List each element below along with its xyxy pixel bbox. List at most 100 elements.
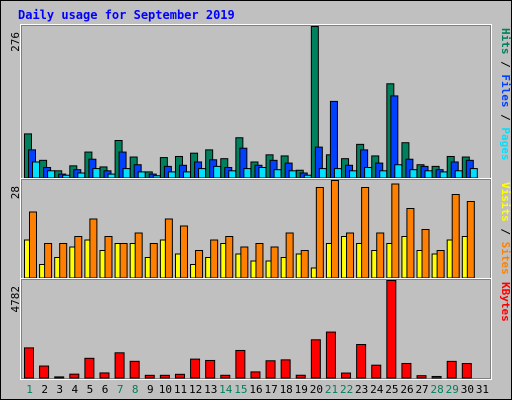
bar-pages-day-9 bbox=[152, 175, 161, 179]
bar-kbytes-day-6 bbox=[99, 372, 110, 379]
day-label: 30 bbox=[461, 383, 474, 396]
bar-kbytes-day-13 bbox=[205, 359, 216, 379]
day-label: 25 bbox=[385, 383, 398, 396]
panel-mid-max-label: 28 bbox=[9, 186, 22, 199]
bar-sites-day-25 bbox=[391, 183, 400, 279]
bar-kbytes-day-12 bbox=[190, 358, 201, 379]
day-label: 26 bbox=[400, 383, 413, 396]
bar-kbytes-day-3 bbox=[54, 376, 65, 379]
legend-entry: KBytes bbox=[499, 282, 512, 322]
bar-sites-day-16 bbox=[255, 243, 264, 279]
bar-kbytes-day-20 bbox=[310, 339, 321, 379]
bar-pages-day-8 bbox=[137, 171, 146, 179]
panel-bot: 4782 KBytes bbox=[9, 278, 512, 380]
bar-pages-day-21 bbox=[333, 168, 342, 179]
bar-pages-day-16 bbox=[258, 166, 267, 179]
panel-frame bbox=[21, 279, 491, 379]
bar-sites-day-12 bbox=[195, 250, 204, 279]
bar-pages-day-12 bbox=[198, 168, 207, 179]
bar-kbytes-day-24 bbox=[371, 364, 382, 379]
panel-top: 276 Hits / Files / Pages bbox=[9, 24, 512, 180]
bar-pages-day-28 bbox=[439, 171, 448, 179]
bar-pages-day-11 bbox=[182, 171, 191, 179]
bar-kbytes-day-2 bbox=[39, 365, 50, 379]
bar-kbytes-day-11 bbox=[174, 373, 185, 379]
bar-kbytes-day-1 bbox=[24, 347, 34, 379]
panel-top-legend: Hits / Files / Pages bbox=[499, 28, 512, 161]
bar-kbytes-day-25 bbox=[386, 280, 397, 379]
day-label: 23 bbox=[355, 383, 368, 396]
bar-sites-day-4 bbox=[74, 236, 83, 279]
bar-pages-day-26 bbox=[409, 169, 418, 179]
day-label: 14 bbox=[219, 383, 233, 396]
day-label: 24 bbox=[370, 383, 384, 396]
bar-sites-day-21 bbox=[330, 180, 339, 279]
bar-sites-day-30 bbox=[466, 201, 475, 279]
day-label: 1 bbox=[26, 383, 33, 396]
bar-pages-day-3 bbox=[62, 174, 71, 179]
bar-sites-day-1 bbox=[29, 211, 37, 279]
bar-sites-day-22 bbox=[346, 232, 355, 279]
bar-pages-day-18 bbox=[288, 170, 297, 179]
day-label: 16 bbox=[249, 383, 262, 396]
day-label: 13 bbox=[204, 383, 217, 396]
bar-pages-day-17 bbox=[273, 169, 282, 179]
bar-kbytes-day-8 bbox=[129, 360, 140, 379]
bar-kbytes-day-10 bbox=[159, 374, 170, 379]
bar-sites-day-18 bbox=[285, 232, 294, 279]
day-label: 11 bbox=[174, 383, 187, 396]
day-label: 3 bbox=[56, 383, 63, 396]
bar-pages-day-1 bbox=[32, 161, 40, 179]
panel-mid: 28 Visits / Sites bbox=[9, 178, 512, 280]
bar-sites-day-3 bbox=[59, 243, 68, 279]
day-label: 31 bbox=[476, 383, 489, 396]
legend-separator: / bbox=[499, 108, 512, 128]
day-label: 19 bbox=[295, 383, 308, 396]
bar-kbytes-day-28 bbox=[431, 375, 442, 379]
bar-kbytes-day-29 bbox=[446, 360, 457, 379]
day-label: 29 bbox=[446, 383, 459, 396]
bar-sites-day-11 bbox=[179, 225, 188, 279]
bar-pages-day-30 bbox=[469, 168, 478, 179]
panel-frame-highlight bbox=[20, 278, 492, 380]
bar-pages-day-5 bbox=[92, 168, 101, 179]
bar-pages-day-19 bbox=[303, 174, 312, 179]
bar-pages-day-7 bbox=[122, 168, 131, 179]
bar-sites-day-28 bbox=[436, 250, 445, 279]
bar-kbytes-day-7 bbox=[114, 352, 125, 379]
bar-kbytes-day-5 bbox=[84, 357, 95, 379]
bar-sites-day-6 bbox=[104, 236, 113, 279]
day-label: 12 bbox=[189, 383, 202, 396]
bar-sites-day-26 bbox=[406, 208, 415, 279]
bar-pages-day-13 bbox=[213, 165, 222, 179]
day-labels: 1 2 3 4 5 6 7 8 9 10 11 12 13 14 15 16 17 18 19 20 21 22 23 24 2… bbox=[26, 383, 489, 396]
series-visits bbox=[24, 236, 470, 279]
bar-pages-day-10 bbox=[167, 171, 176, 179]
day-label: 8 bbox=[132, 383, 139, 396]
legend-entry: Hits bbox=[499, 28, 512, 55]
bar-pages-day-20 bbox=[318, 168, 327, 179]
bar-kbytes-day-16 bbox=[250, 371, 261, 379]
day-label: 5 bbox=[87, 383, 94, 396]
bar-sites-day-19 bbox=[300, 250, 309, 279]
bar-pages-day-15 bbox=[243, 168, 252, 179]
series-kbytes bbox=[24, 280, 472, 379]
bar-kbytes-day-19 bbox=[295, 374, 306, 379]
legend-separator: / bbox=[499, 222, 512, 242]
bar-files-day-21 bbox=[329, 100, 338, 179]
panel-bot-max-label: 4782 bbox=[9, 286, 22, 313]
legend-entry: Sites bbox=[499, 242, 512, 275]
bar-kbytes-day-21 bbox=[325, 331, 336, 379]
day-label: 7 bbox=[117, 383, 124, 396]
bar-pages-day-23 bbox=[364, 166, 373, 179]
bar-sites-day-8 bbox=[134, 232, 143, 279]
bar-pages-day-2 bbox=[47, 170, 56, 179]
bar-sites-day-20 bbox=[315, 187, 324, 279]
day-label: 4 bbox=[72, 383, 79, 396]
bar-sites-day-9 bbox=[149, 243, 158, 279]
bar-kbytes-day-4 bbox=[69, 373, 80, 379]
bar-pages-day-14 bbox=[228, 170, 237, 179]
bar-kbytes-day-23 bbox=[356, 344, 367, 379]
day-label: 27 bbox=[415, 383, 428, 396]
panel-frame bbox=[21, 25, 491, 179]
